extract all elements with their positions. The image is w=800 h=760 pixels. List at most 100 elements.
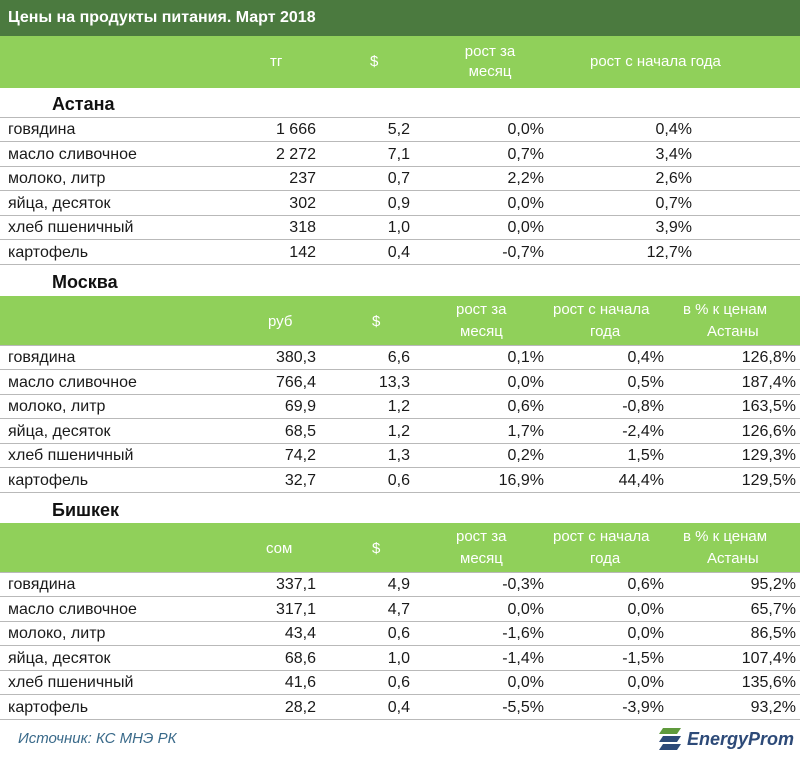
bishkek-col-ytd-1: рост с начала	[553, 528, 650, 545]
table-row: говядина 337,1 4,9 -0,3% 0,6% 95,2%	[0, 573, 800, 597]
local-price: 318	[289, 219, 316, 236]
local-price: 68,5	[284, 422, 316, 440]
row-divider	[0, 596, 800, 597]
ytd-growth: 0,0%	[627, 600, 664, 618]
pct-of-astana: 187,4%	[741, 373, 796, 391]
month-growth: 0,1%	[507, 349, 544, 366]
product-name: яйца, десяток	[8, 422, 111, 440]
table-row: яйца, десяток 68,5 1,2 1,7% -2,4% 126,6%	[0, 420, 800, 444]
ytd-growth: 1,5%	[627, 447, 664, 464]
astana-col-local: тг	[270, 53, 283, 70]
source-note: Источник: КС МНЭ РК	[18, 730, 177, 747]
month-growth: 2,2%	[507, 170, 544, 187]
ytd-growth: 44,4%	[618, 471, 664, 489]
pct-of-astana: 129,5%	[741, 471, 796, 489]
ytd-growth: 0,4%	[627, 349, 664, 366]
row-divider	[0, 694, 800, 695]
report-title-text: Цены на продукты питания. Март 2018	[8, 9, 316, 26]
local-price: 28,2	[284, 698, 316, 716]
month-growth: -5,5%	[502, 698, 544, 716]
ytd-growth: 3,9%	[655, 219, 692, 236]
ytd-growth: 0,0%	[627, 625, 664, 642]
astana-col-mom: рост за месяц	[464, 43, 516, 80]
moscow-city: Москва	[52, 272, 118, 292]
table-row: яйца, десяток 302 0,9 0,0% 0,7%	[0, 192, 800, 216]
month-growth: 0,0%	[507, 373, 544, 391]
row-divider	[0, 239, 800, 240]
usd-price: 1,3	[387, 447, 410, 464]
month-growth: 0,0%	[507, 674, 544, 691]
row-divider	[0, 467, 800, 468]
ytd-growth: 2,6%	[655, 170, 692, 187]
table-row: молоко, литр 69,9 1,2 0,6% -0,8% 163,5%	[0, 395, 800, 419]
energyprom-logo: EnergyProm	[657, 722, 794, 756]
month-growth: 0,0%	[507, 194, 544, 212]
product-name: масло сливочное	[8, 373, 137, 391]
table-row: картофель 142 0,4 -0,7% 12,7%	[0, 241, 800, 265]
table-row: яйца, десяток 68,6 1,0 -1,4% -1,5% 107,4%	[0, 647, 800, 671]
table-row: хлеб пшеничный 41,6 0,6 0,0% 0,0% 135,6%	[0, 671, 800, 695]
energyprom-logo-icon	[658, 728, 681, 750]
local-price: 337,1	[275, 576, 316, 593]
month-growth: 16,9%	[498, 471, 544, 489]
moscow-col-pct-2: Астаны	[707, 323, 759, 340]
usd-price: 7,1	[387, 145, 410, 163]
usd-price: 1,0	[387, 219, 410, 236]
product-name: молоко, литр	[8, 170, 106, 187]
local-price: 142	[289, 243, 316, 261]
local-price: 69,9	[284, 398, 316, 415]
moscow-header: руб $ рост за месяц рост с начала года в…	[0, 296, 800, 346]
bishkek-col-pct-2: Астаны	[707, 550, 759, 567]
product-name: молоко, литр	[8, 625, 106, 642]
ytd-growth: 0,7%	[655, 194, 692, 212]
table-row: хлеб пшеничный 318 1,0 0,0% 3,9%	[0, 216, 800, 240]
product-name: масло сливочное	[8, 145, 137, 163]
local-price: 317,1	[275, 600, 316, 618]
product-name: яйца, десяток	[8, 649, 111, 667]
table-row: молоко, литр 237 0,7 2,2% 2,6%	[0, 167, 800, 191]
month-growth: -0,3%	[502, 576, 544, 593]
product-name: картофель	[8, 243, 89, 261]
local-price: 43,4	[284, 625, 316, 642]
pct-of-astana: 107,4%	[741, 649, 796, 667]
month-growth: 0,2%	[507, 447, 544, 464]
local-price: 302	[289, 194, 316, 212]
pct-of-astana: 65,7%	[750, 600, 796, 618]
ytd-growth: 0,5%	[627, 373, 664, 391]
bishkek-col-pct-1: в % к ценам	[683, 528, 768, 545]
product-name: масло сливочное	[8, 600, 137, 618]
bishkek-col-usd: $	[372, 540, 381, 557]
usd-price: 0,6	[387, 625, 410, 642]
moscow-col-usd: $	[372, 313, 381, 330]
row-divider	[0, 263, 800, 265]
product-name: яйца, десяток	[8, 194, 111, 212]
usd-price: 5,2	[387, 121, 410, 138]
row-divider	[0, 369, 800, 370]
ytd-growth: -1,5%	[622, 649, 664, 667]
moscow-col-ytd-2: года	[590, 323, 621, 340]
ytd-growth: -3,9%	[622, 698, 664, 716]
product-name: говядина	[8, 349, 76, 366]
usd-price: 1,2	[387, 398, 410, 415]
moscow-col-local: руб	[268, 313, 293, 330]
pct-of-astana: 163,5%	[741, 398, 796, 415]
table-row: картофель 32,7 0,6 16,9% 44,4% 129,5%	[0, 469, 800, 493]
product-name: хлеб пшеничный	[8, 674, 134, 691]
local-price: 237	[289, 170, 316, 187]
product-name: говядина	[8, 121, 76, 138]
astana-city: Астана	[52, 94, 115, 114]
table-row: говядина 1 666 5,2 0,0% 0,4%	[0, 118, 800, 142]
row-divider	[0, 190, 800, 191]
ytd-growth: 0,6%	[627, 576, 664, 593]
table-row: масло сливочное 766,4 13,3 0,0% 0,5% 187,4%	[0, 371, 800, 395]
ytd-growth: -0,8%	[622, 398, 664, 415]
moscow-col-mom-2: месяц	[460, 323, 503, 340]
report-title: Цены на продукты питания. Март 2018	[0, 0, 800, 36]
usd-price: 0,6	[387, 674, 410, 691]
bishkek-city: Бишкек	[52, 500, 120, 520]
row-divider	[0, 393, 800, 395]
row-divider	[0, 442, 800, 444]
astana-col-usd: $	[370, 53, 379, 70]
table-row: молоко, литр 43,4 0,6 -1,6% 0,0% 86,5%	[0, 622, 800, 646]
section-divider	[0, 117, 800, 118]
